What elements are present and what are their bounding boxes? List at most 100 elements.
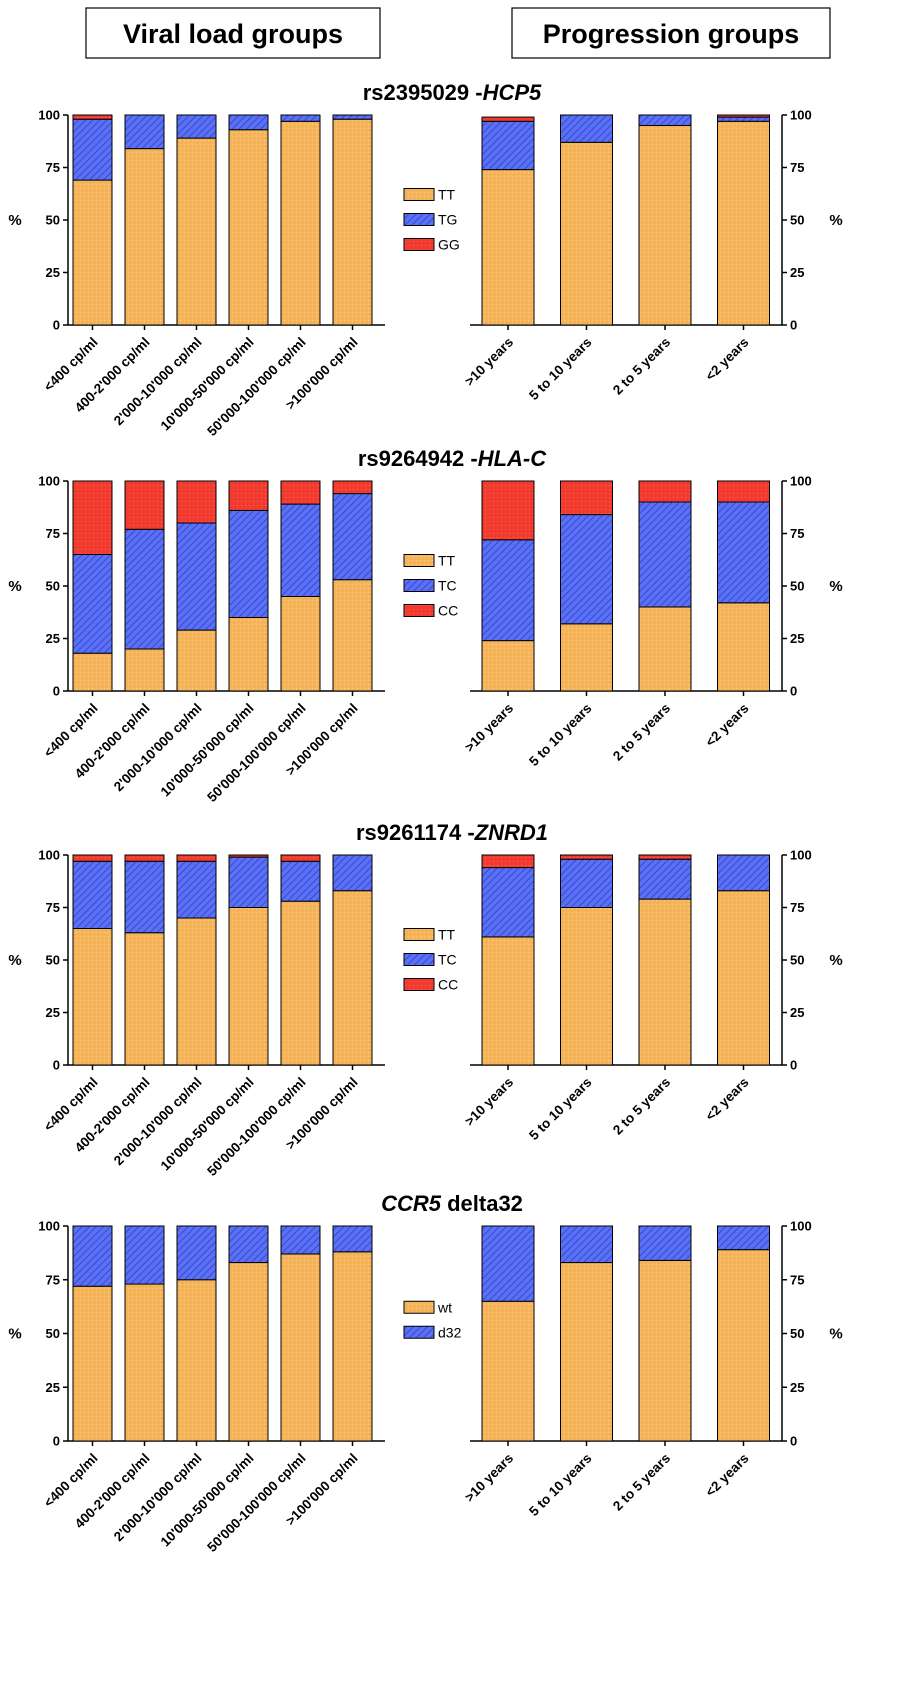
legend-label: GG bbox=[438, 237, 460, 253]
bar-segment-wt bbox=[124, 1283, 165, 1442]
title-gene: ZNRD1 bbox=[474, 820, 548, 845]
x-tick-label: 50'000-100'000 cp/ml bbox=[204, 701, 308, 805]
bar-segment-CC bbox=[717, 480, 770, 503]
bar-segment-GG bbox=[481, 116, 535, 122]
legend-swatch-CC bbox=[403, 978, 435, 991]
legend: TT TC CC bbox=[403, 553, 458, 619]
x-tick-label: >10 years bbox=[462, 335, 516, 389]
y-tick-label: 100 bbox=[38, 474, 60, 489]
bar-segment-TT bbox=[280, 596, 321, 692]
bar-segment-TC bbox=[717, 854, 770, 892]
legend-label: TT bbox=[438, 553, 456, 569]
legend-label: TG bbox=[438, 212, 457, 228]
y-tick-label: 25 bbox=[790, 631, 804, 646]
bar-segment-TG bbox=[176, 114, 217, 139]
bar-segment-TG bbox=[72, 118, 113, 181]
bar-segment-TT bbox=[124, 648, 165, 692]
x-tick-label: 10'000-50'000 cp/ml bbox=[158, 701, 257, 800]
y-tick-label: 75 bbox=[790, 900, 804, 915]
bar-segment-CC bbox=[638, 854, 692, 860]
bar-segment-TC bbox=[176, 522, 217, 631]
y-tick-label: 0 bbox=[790, 1434, 797, 1449]
bar-segment-TC bbox=[332, 854, 373, 892]
bar-segment-TG bbox=[560, 114, 613, 143]
bar-segment-TT bbox=[332, 579, 373, 692]
legend: TT TC CC bbox=[403, 927, 458, 993]
bar-segment-wt bbox=[717, 1249, 770, 1442]
header-right: Progression groups bbox=[543, 19, 800, 49]
y-tick-label: 100 bbox=[38, 1219, 60, 1234]
y-axis-label-left: % bbox=[8, 578, 21, 595]
bar-segment-GG bbox=[717, 114, 770, 118]
bar-segment-TT bbox=[332, 890, 373, 1066]
bar-segment-TC bbox=[638, 858, 692, 900]
y-tick-label: 25 bbox=[790, 265, 804, 280]
progression-chart: 0 25 50 75 100% >10 years 5 to 10 years 2 to 5 … bbox=[462, 1219, 843, 1519]
x-tick-label: 50'000-100'000 cp/ml bbox=[204, 1451, 308, 1555]
y-tick-label: 50 bbox=[46, 579, 60, 594]
bar-segment-d32 bbox=[72, 1225, 113, 1287]
header-box-right bbox=[511, 7, 831, 59]
legend-swatch-TT bbox=[403, 188, 435, 201]
bar-segment-wt bbox=[72, 1285, 113, 1442]
x-tick-label: 10'000-50'000 cp/ml bbox=[158, 1075, 257, 1174]
bar-segment-wt bbox=[176, 1279, 217, 1442]
y-tick-label: 25 bbox=[790, 1005, 804, 1020]
bar-segment-TT bbox=[176, 137, 217, 326]
bar-segment-TT bbox=[228, 907, 269, 1066]
x-tick-label: 2'000-10'000 cp/ml bbox=[111, 335, 205, 429]
legend-label: CC bbox=[438, 603, 458, 619]
bar-segment-TC bbox=[72, 554, 113, 654]
bar-segment-TT bbox=[72, 928, 113, 1066]
bar-segment-wt bbox=[560, 1262, 613, 1442]
y-tick-label: 50 bbox=[790, 213, 804, 228]
x-tick-label: 5 to 10 years bbox=[526, 701, 594, 769]
bar-segment-CC bbox=[332, 480, 373, 495]
bar-segment-CC bbox=[124, 854, 165, 862]
x-tick-label: 2'000-10'000 cp/ml bbox=[111, 1075, 205, 1169]
y-tick-label: 50 bbox=[46, 953, 60, 968]
legend-swatch-d32 bbox=[403, 1325, 435, 1339]
x-tick-label: 2 to 5 years bbox=[610, 701, 673, 764]
bar-segment-TC bbox=[280, 860, 321, 902]
legend-label: d32 bbox=[438, 1324, 462, 1340]
legend-label: TT bbox=[438, 187, 456, 203]
legend-swatch-wt bbox=[403, 1300, 435, 1314]
x-tick-label: 2 to 5 years bbox=[610, 335, 673, 398]
bar-segment-TG bbox=[717, 116, 770, 122]
x-tick-label: 2 to 5 years bbox=[610, 1075, 673, 1138]
bar-segment-wt bbox=[638, 1259, 692, 1442]
bar-segment-TG bbox=[638, 114, 692, 126]
bar-segment-TC bbox=[717, 501, 770, 604]
legend-swatch-CC bbox=[403, 604, 435, 617]
y-tick-label: 50 bbox=[790, 579, 804, 594]
bar-segment-TT bbox=[332, 118, 373, 326]
bar-segment-TT bbox=[280, 900, 321, 1066]
bar-segment-CC bbox=[560, 854, 613, 860]
bar-segment-CC bbox=[124, 480, 165, 530]
bar-segment-wt bbox=[332, 1251, 373, 1442]
y-tick-label: 50 bbox=[46, 1326, 60, 1341]
y-tick-label: 100 bbox=[790, 474, 812, 489]
y-tick-label: 75 bbox=[790, 160, 804, 175]
y-axis-label-left: % bbox=[8, 1326, 21, 1343]
bar-segment-CC bbox=[228, 854, 269, 858]
bar-segment-CC bbox=[72, 480, 113, 555]
bar-segment-TT bbox=[280, 120, 321, 326]
bar-segment-TT bbox=[228, 129, 269, 326]
bar-segment-TT bbox=[481, 640, 535, 692]
y-tick-label: 100 bbox=[790, 1219, 812, 1234]
bar-segment-TT bbox=[560, 623, 613, 692]
y-tick-label: 25 bbox=[46, 1380, 60, 1395]
legend-swatch-TT bbox=[403, 928, 435, 941]
bar-segment-TG bbox=[332, 114, 373, 120]
bar-segment-TT bbox=[560, 141, 613, 326]
title-suffix: delta32 bbox=[441, 1191, 523, 1216]
progression-chart: 0 25 50 75 100% >10 years 5 to 10 years 2 to 5 … bbox=[462, 848, 843, 1143]
legend-swatch-TC bbox=[403, 579, 435, 592]
bar-segment-TG bbox=[280, 114, 321, 122]
